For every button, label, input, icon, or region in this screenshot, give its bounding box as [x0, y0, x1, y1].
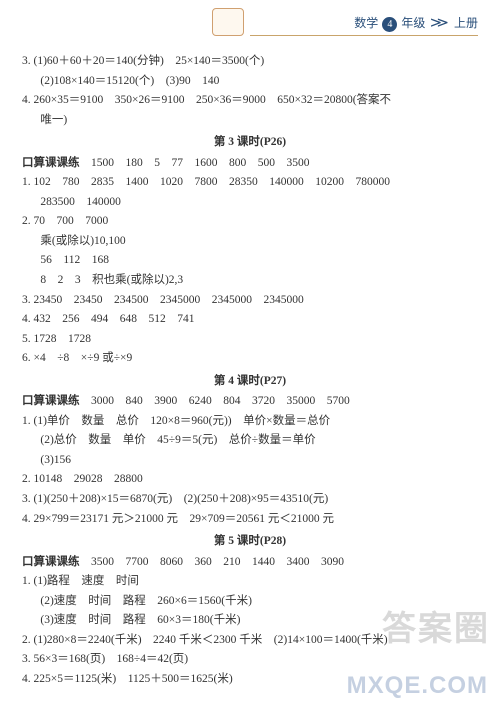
text-line: 3. (1)60＋60＋20＝140(分钟) 25×140＝3500(个): [22, 52, 478, 72]
subject-label: 数学: [354, 16, 378, 30]
kousuan-label: 口算课课练: [22, 556, 80, 568]
text-line: (2)速度 时间 路程 260×6＝1560(千米): [22, 592, 478, 612]
section-title: 第 5 课时(P28): [22, 532, 478, 552]
text-line: 3. 56×3＝168(页) 168÷4＝42(页): [22, 650, 478, 670]
volume-label: 上册: [454, 16, 478, 30]
header-underline: [250, 35, 478, 36]
text-line: 唯一): [22, 111, 478, 131]
text-line: 8 2 3 积也乘(或除以)2,3: [22, 271, 478, 291]
text-line: 1. 102 780 2835 1400 1020 7800 28350 140…: [22, 173, 478, 193]
kousuan-label: 口算课课练: [22, 157, 80, 169]
text-line: 4. 225×5＝1125(米) 1125＋500＝1625(米): [22, 670, 478, 690]
text-line: 口算课课练 3500 7700 8060 360 210 1440 3400 3…: [22, 553, 478, 573]
header-title: 数学 4 年级 ≫ 上册: [354, 12, 478, 36]
text-line: 4. 29×799＝23171 元＞21000 元 29×709＝20561 元…: [22, 510, 478, 530]
kousuan-values: 3500 7700 8060 360 210 1440 3400 3090: [91, 556, 344, 568]
header-icon: [212, 8, 244, 36]
kousuan-values: 1500 180 5 77 1600 800 500 3500: [91, 157, 310, 169]
text-line: (2)总价 数量 单价 45÷9＝5(元) 总价÷数量＝单价: [22, 431, 478, 451]
section-title: 第 3 课时(P26): [22, 133, 478, 153]
text-line: (3)速度 时间 路程 60×3＝180(千米): [22, 611, 478, 631]
section-title: 第 4 课时(P27): [22, 372, 478, 392]
arrow-icon: ≫: [430, 12, 449, 36]
text-line: 56 112 168: [22, 251, 478, 271]
grade-circle: 4: [382, 17, 397, 32]
text-line: 283500 140000: [22, 193, 478, 213]
text-line: 6. ×4 ÷8 ×÷9 或÷×9: [22, 349, 478, 369]
page-header: 数学 4 年级 ≫ 上册: [22, 8, 478, 46]
text-line: 3. (1)(250＋208)×15＝6870(元) (2)(250＋208)×…: [22, 490, 478, 510]
text-line: 5. 1728 1728: [22, 330, 478, 350]
text-line: 乘(或除以)10,100: [22, 232, 478, 252]
kousuan-label: 口算课课练: [22, 395, 80, 407]
text-line: 口算课课练 3000 840 3900 6240 804 3720 35000 …: [22, 392, 478, 412]
text-line: (2)108×140＝15120(个) (3)90 140: [22, 72, 478, 92]
text-line: 4. 432 256 494 648 512 741: [22, 310, 478, 330]
text-line: 3. 23450 23450 234500 2345000 2345000 23…: [22, 291, 478, 311]
page-root: 数学 4 年级 ≫ 上册 3. (1)60＋60＋20＝140(分钟) 25×1…: [0, 0, 500, 690]
kousuan-values: 3000 840 3900 6240 804 3720 35000 5700: [91, 395, 350, 407]
text-line: 2. (1)280×8＝2240(千米) 2240 千米＜2300 千米 (2)…: [22, 631, 478, 651]
text-line: 1. (1)路程 速度 时间: [22, 572, 478, 592]
text-line: 1. (1)单价 数量 总价 120×8＝960(元)) 单价×数量＝总价: [22, 412, 478, 432]
text-line: 口算课课练 1500 180 5 77 1600 800 500 3500: [22, 154, 478, 174]
text-line: 2. 70 700 7000: [22, 212, 478, 232]
grade-label: 年级: [401, 16, 425, 30]
text-line: (3)156: [22, 451, 478, 471]
text-line: 2. 10148 29028 28800: [22, 470, 478, 490]
text-line: 4. 260×35＝9100 350×26＝9100 250×36＝9000 6…: [22, 91, 478, 111]
